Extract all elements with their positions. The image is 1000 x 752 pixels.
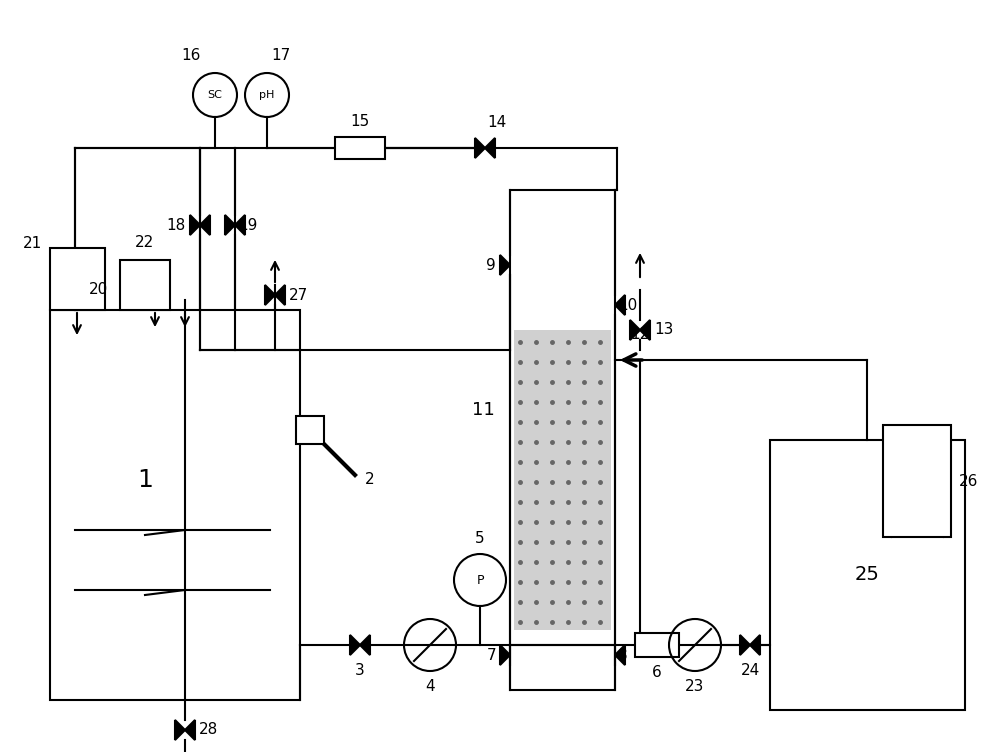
Text: 8: 8: [618, 647, 628, 663]
Polygon shape: [235, 215, 245, 235]
Text: SC: SC: [208, 90, 222, 100]
Bar: [296, 416, 324, 444]
Text: 16: 16: [182, 48, 201, 63]
Polygon shape: [500, 645, 510, 665]
Text: 3: 3: [355, 663, 365, 678]
Text: 9: 9: [486, 257, 496, 272]
Text: 11: 11: [472, 401, 495, 419]
Text: 19: 19: [238, 217, 257, 232]
Bar: [510, 190, 615, 690]
Polygon shape: [475, 138, 485, 158]
Polygon shape: [605, 295, 615, 315]
Bar: [335, 137, 385, 159]
Polygon shape: [200, 215, 210, 235]
Bar: [883, 425, 951, 537]
Bar: [514, 330, 611, 630]
Text: 5: 5: [475, 531, 485, 546]
Bar: [120, 260, 170, 310]
Bar: [50, 248, 105, 310]
Polygon shape: [510, 645, 520, 665]
Text: 24: 24: [740, 663, 760, 678]
Bar: [50, 310, 300, 700]
Polygon shape: [75, 280, 85, 300]
Text: 17: 17: [271, 48, 290, 63]
Text: 27: 27: [289, 287, 308, 302]
Polygon shape: [630, 320, 640, 340]
Polygon shape: [615, 645, 625, 665]
Text: 1: 1: [137, 468, 153, 492]
Text: 12: 12: [630, 327, 649, 342]
Bar: [635, 633, 679, 657]
Text: 18: 18: [167, 217, 186, 232]
Text: 23: 23: [685, 679, 705, 694]
Polygon shape: [740, 635, 750, 655]
Text: 21: 21: [23, 236, 42, 251]
Polygon shape: [510, 255, 520, 275]
Polygon shape: [225, 215, 235, 235]
Polygon shape: [175, 720, 185, 740]
Text: pH: pH: [259, 90, 275, 100]
Polygon shape: [615, 295, 625, 315]
Text: 10: 10: [618, 298, 637, 313]
Text: 28: 28: [199, 723, 218, 738]
Text: 6: 6: [652, 665, 662, 680]
Polygon shape: [265, 285, 275, 305]
Text: 25: 25: [855, 566, 879, 584]
Polygon shape: [185, 720, 195, 740]
Polygon shape: [350, 635, 360, 655]
Polygon shape: [360, 635, 370, 655]
Text: 20: 20: [89, 283, 108, 298]
Polygon shape: [65, 280, 75, 300]
Polygon shape: [275, 285, 285, 305]
Polygon shape: [190, 215, 200, 235]
Text: 26: 26: [959, 474, 978, 489]
Text: P: P: [476, 574, 484, 587]
Polygon shape: [605, 645, 615, 665]
Text: 13: 13: [654, 323, 673, 338]
Polygon shape: [485, 138, 495, 158]
Text: 14: 14: [487, 115, 506, 130]
Text: 15: 15: [350, 114, 370, 129]
Text: 7: 7: [486, 647, 496, 663]
Bar: [770, 440, 965, 710]
Text: 4: 4: [425, 679, 435, 694]
Polygon shape: [500, 255, 510, 275]
Text: 22: 22: [135, 235, 155, 250]
Polygon shape: [640, 320, 650, 340]
Text: 2: 2: [365, 472, 375, 487]
Polygon shape: [750, 635, 760, 655]
